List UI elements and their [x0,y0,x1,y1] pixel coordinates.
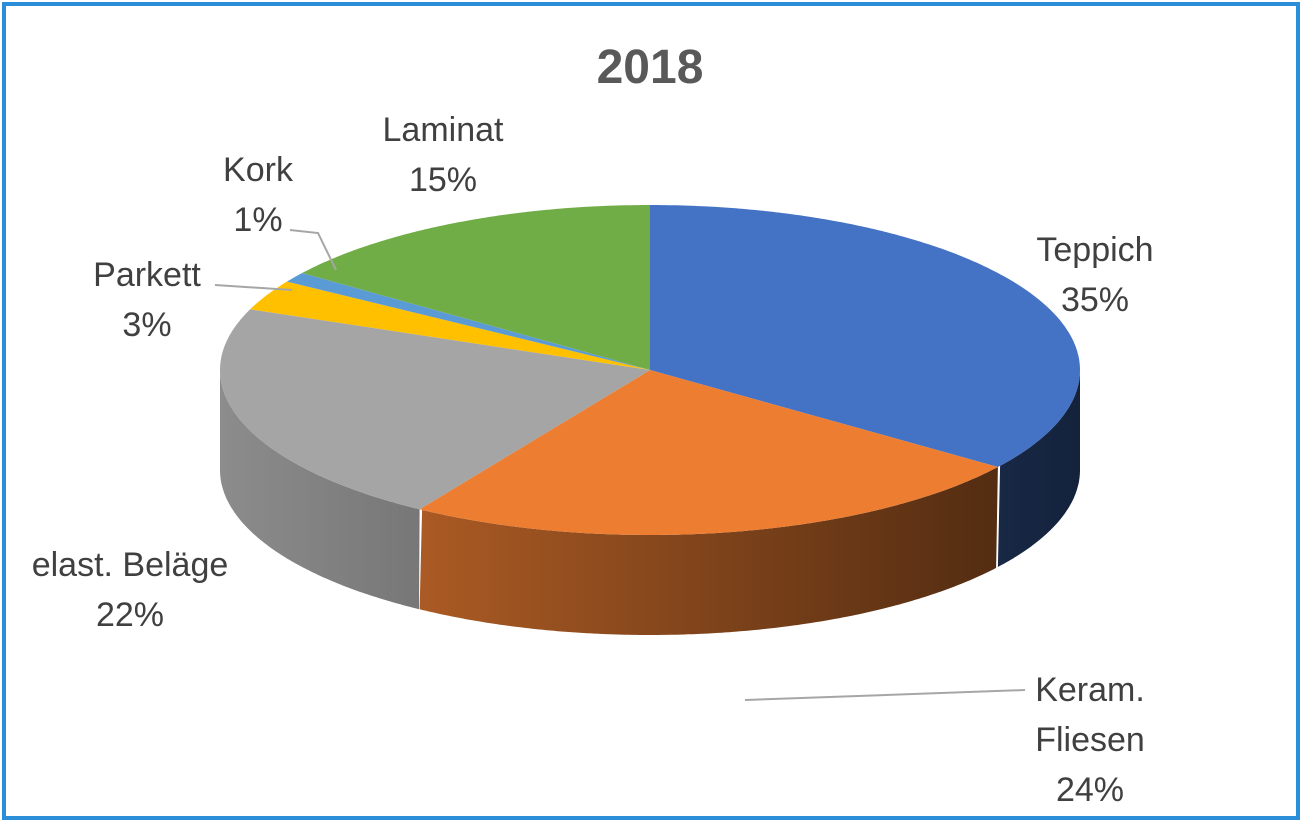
label-value: 1% [233,201,283,239]
slice [286,273,650,370]
label-value: 35% [1060,281,1130,319]
slice-side [220,370,420,610]
label-value: 24% [1055,771,1125,809]
label-value: 3% [122,306,172,344]
label-name: Laminat [382,111,504,149]
data-label: Laminat 15% [343,105,543,205]
label-name: Keram. Fliesen [1035,671,1145,759]
data-label: Keram. Fliesen 24% [1015,665,1165,815]
slice-side [419,467,998,635]
data-label: elast. Beläge 22% [0,540,260,640]
leader-line [289,229,337,271]
pie-tops [220,205,1080,535]
slice [220,309,650,510]
data-label: Teppich 35% [1020,225,1170,325]
label-value: 15% [408,161,478,199]
slice [419,370,998,535]
slice [650,205,1080,467]
label-name: elast. Beläge [31,546,229,584]
data-label: Kork 1% [183,145,333,245]
leader-line [744,689,1026,701]
slice [302,205,650,370]
label-name: Parkett [93,256,201,294]
label-name: Kork [223,151,293,189]
slice-side [997,370,1080,567]
chart-title: 2018 [596,41,704,94]
pie-sides [220,370,1080,635]
label-value: 22% [95,596,165,634]
data-label: Parkett 3% [72,250,222,350]
leader-line [214,284,293,291]
label-name: Teppich [1036,231,1154,269]
slice [250,281,650,370]
